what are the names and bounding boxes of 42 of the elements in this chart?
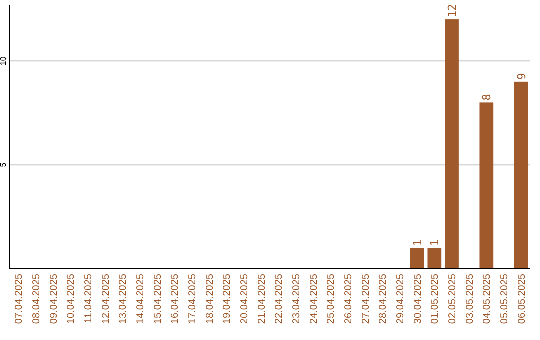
x-tick-label: 04.05.2025 bbox=[482, 274, 494, 324]
data-label: 9 bbox=[515, 73, 528, 80]
x-tick-label: 15.04.2025 bbox=[152, 274, 164, 324]
x-tick-label: 20.04.2025 bbox=[240, 274, 250, 324]
x-tick-label: 13.04.2025 bbox=[118, 274, 130, 324]
x-tick-label: 09.04.2025 bbox=[48, 274, 60, 324]
x-tick-label: 27.04.2025 bbox=[360, 274, 372, 324]
x-tick-label: 23.04.2025 bbox=[292, 274, 302, 324]
data-label: 8 bbox=[480, 94, 494, 101]
x-tick-label: 25.04.2025 bbox=[326, 274, 338, 324]
x-tick-label: 14.04.2025 bbox=[136, 274, 146, 324]
x-tick-label: 19.04.2025 bbox=[222, 274, 234, 324]
bar bbox=[428, 248, 442, 269]
x-tick-label: 17.04.2025 bbox=[188, 274, 198, 324]
bar bbox=[445, 20, 459, 269]
x-tick-label: 21.04.2025 bbox=[256, 274, 268, 324]
x-tick-label: 08.04.2025 bbox=[32, 274, 42, 324]
x-tick-label: 07.04.2025 bbox=[14, 274, 26, 324]
x-tick-label: 06.05.2025 bbox=[516, 274, 528, 324]
data-label: 1 bbox=[428, 240, 442, 246]
y-tick-label: 10 bbox=[0, 56, 8, 66]
bar bbox=[410, 248, 424, 269]
x-tick-label: 05.05.2025 bbox=[500, 274, 510, 324]
x-tick-label: 12.04.2025 bbox=[100, 274, 112, 324]
x-tick-label: 28.04.2025 bbox=[378, 274, 390, 324]
x-tick-label: 03.05.2025 bbox=[464, 274, 476, 324]
x-tick-label: 29.04.2025 bbox=[396, 274, 406, 324]
x-tick-label: 24.04.2025 bbox=[308, 274, 320, 324]
bar bbox=[514, 82, 528, 269]
x-tick-label: 02.05.2025 bbox=[448, 274, 458, 324]
x-tick-label: 16.04.2025 bbox=[170, 274, 182, 324]
bar bbox=[480, 102, 494, 269]
x-tick-label: 26.04.2025 bbox=[344, 274, 354, 324]
data-label: 1 bbox=[411, 240, 424, 246]
x-tick-label: 18.04.2025 bbox=[204, 274, 216, 324]
x-tick-label: 11.04.2025 bbox=[84, 274, 94, 324]
x-tick-label: 30.04.2025 bbox=[412, 274, 424, 324]
x-tick-label: 10.04.2025 bbox=[66, 274, 78, 324]
x-tick-label: 01.05.2025 bbox=[430, 274, 442, 324]
y-tick-label: 5 bbox=[0, 162, 8, 168]
data-label: 12 bbox=[446, 4, 459, 18]
x-tick-label: 22.04.2025 bbox=[274, 274, 286, 324]
